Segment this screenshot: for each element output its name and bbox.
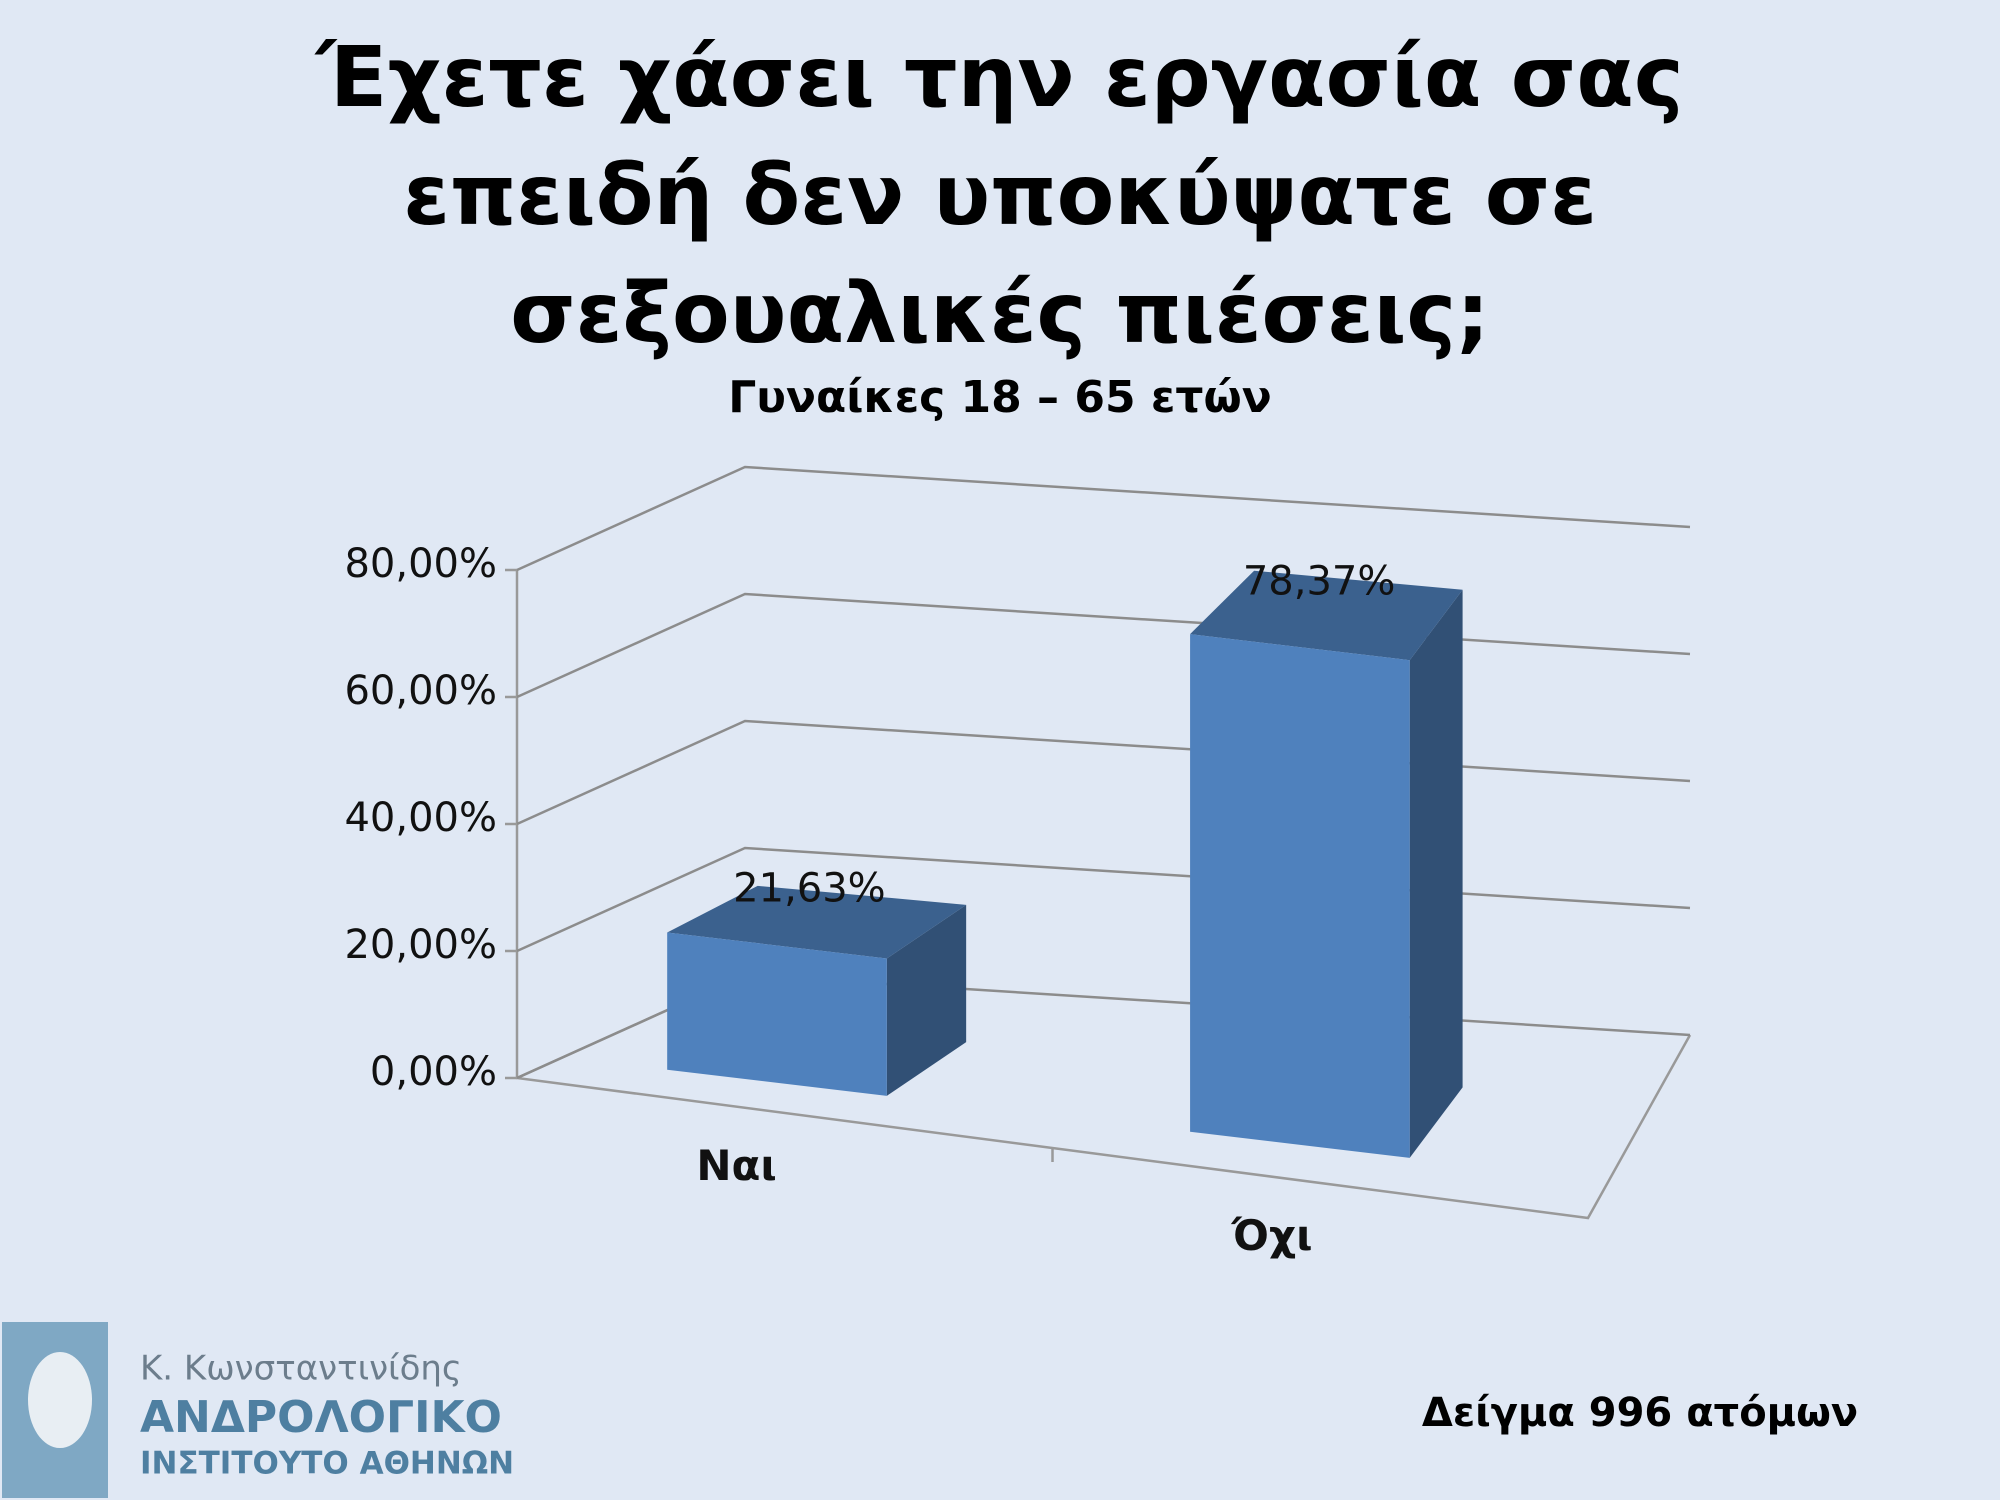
- grid-line: [516, 592, 1691, 699]
- bar-side: [1409, 589, 1463, 1158]
- logo: Κ. Κωνσταντινίδης ΑΝΔΡΟΛΟΓΙΚΟ ΙΝΣΤΙΤΟΥΤΟ…: [2, 1322, 514, 1498]
- value-label: 21,63%: [733, 865, 886, 911]
- sample-note: Δείγμα 996 ατόμων: [1421, 1390, 1859, 1436]
- value-label: 78,37%: [1243, 559, 1396, 605]
- bar-side: [886, 904, 967, 1096]
- x-tick-label: Ναι: [696, 1141, 776, 1190]
- chart-title: Έχετε χάσει την εργασία σας επειδή δεν υ…: [316, 28, 1684, 362]
- logo-text: ΑΝΔΡΟΛΟΓΙΚΟ: [140, 1392, 502, 1443]
- y-tick-label: 80,00%: [344, 541, 497, 587]
- bar-top: [1190, 570, 1463, 661]
- logo-figure: [28, 1352, 92, 1448]
- logo-text: ΙΝΣΤΙΤΟΥΤΟ ΑΘΗΝΩΝ: [140, 1446, 514, 1482]
- y-tick-label: 60,00%: [344, 668, 497, 714]
- y-tick-label: 20,00%: [344, 922, 497, 968]
- grid-line: [516, 465, 1691, 572]
- bar-front: [1190, 634, 1410, 1158]
- grid-line: [516, 719, 1691, 826]
- x-tick-label: Όχι: [1231, 1211, 1313, 1260]
- y-tick-label: 40,00%: [344, 795, 497, 841]
- bar-front: [667, 932, 887, 1096]
- logo-text: Κ. Κωνσταντινίδης: [140, 1349, 462, 1389]
- y-tick-label: 0,00%: [370, 1049, 497, 1095]
- bar-top: [667, 885, 967, 959]
- chart-subtitle: Γυναίκες 18 – 65 ετών: [728, 372, 1272, 423]
